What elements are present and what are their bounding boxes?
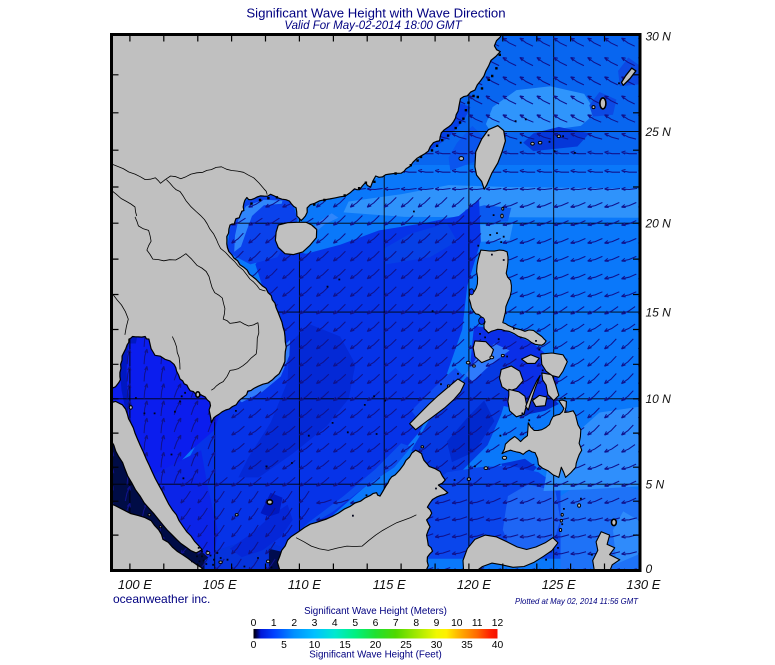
svg-text:100 E: 100 E — [118, 577, 152, 592]
svg-text:130 E: 130 E — [626, 577, 660, 592]
svg-text:Plotted at May 02, 2014 11:56: Plotted at May 02, 2014 11:56 GMT — [515, 597, 639, 606]
svg-text:Significant Wave Height (Meter: Significant Wave Height (Meters) — [304, 606, 447, 617]
svg-text:30 N: 30 N — [646, 29, 672, 43]
svg-text:oceanweather inc.: oceanweather inc. — [113, 592, 210, 606]
svg-text:25: 25 — [400, 640, 412, 651]
svg-text:9: 9 — [434, 618, 440, 629]
svg-text:2: 2 — [291, 618, 297, 629]
svg-text:10: 10 — [451, 618, 463, 629]
svg-text:Valid For May-02-2014 18:00 GM: Valid For May-02-2014 18:00 GMT — [284, 20, 462, 32]
svg-text:20 N: 20 N — [645, 216, 672, 230]
svg-text:15: 15 — [339, 640, 351, 651]
svg-text:11: 11 — [472, 618, 483, 629]
svg-text:Significant Wave Height (Feet): Significant Wave Height (Feet) — [309, 650, 442, 661]
svg-text:115 E: 115 E — [373, 577, 406, 592]
svg-text:12: 12 — [492, 618, 504, 629]
svg-text:6: 6 — [373, 618, 379, 629]
svg-text:0: 0 — [646, 562, 653, 576]
svg-text:5: 5 — [352, 618, 358, 629]
svg-text:20: 20 — [370, 640, 382, 651]
svg-text:15 N: 15 N — [646, 305, 672, 319]
svg-text:5 N: 5 N — [646, 477, 665, 491]
svg-text:0: 0 — [251, 640, 257, 651]
svg-text:10: 10 — [309, 640, 321, 651]
svg-text:35: 35 — [461, 640, 473, 651]
svg-text:7: 7 — [393, 618, 399, 629]
svg-text:5: 5 — [281, 640, 287, 651]
svg-text:125 E: 125 E — [542, 577, 576, 592]
svg-text:Significant Wave Height with W: Significant Wave Height with Wave Direct… — [246, 6, 505, 21]
svg-text:30: 30 — [431, 640, 443, 651]
svg-text:0: 0 — [251, 618, 257, 629]
svg-text:40: 40 — [492, 640, 504, 651]
svg-text:1: 1 — [271, 618, 277, 629]
svg-text:3: 3 — [312, 618, 318, 629]
svg-text:10 N: 10 N — [646, 392, 672, 406]
svg-text:105 E: 105 E — [203, 577, 237, 592]
svg-text:110 E: 110 E — [288, 577, 321, 592]
svg-text:8: 8 — [413, 618, 419, 629]
svg-text:4: 4 — [332, 618, 338, 629]
svg-text:120 E: 120 E — [457, 577, 491, 592]
svg-text:25 N: 25 N — [645, 125, 672, 139]
